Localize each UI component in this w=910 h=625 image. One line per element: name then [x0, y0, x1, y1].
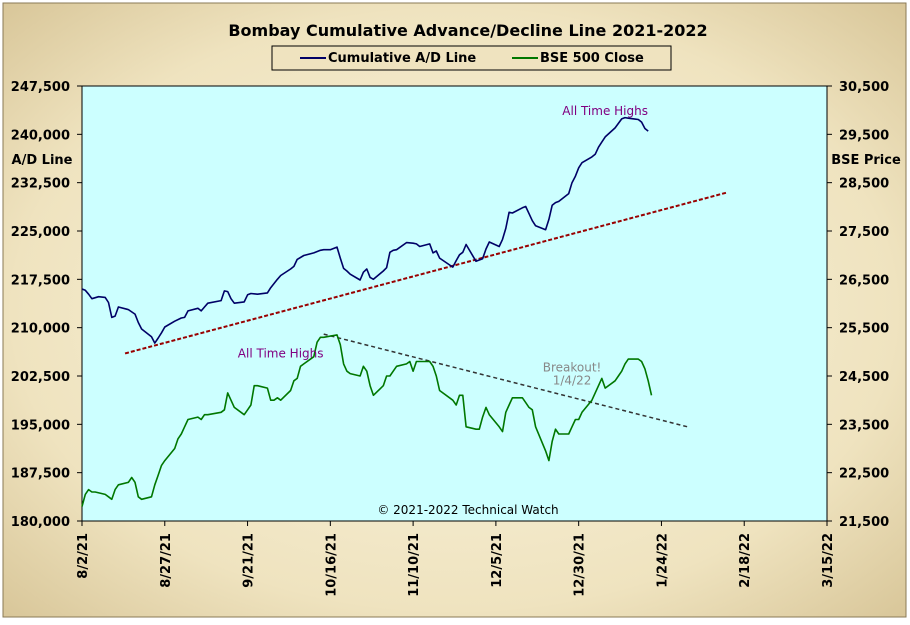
left-tick-label: 240,000 [11, 128, 70, 143]
right-tick-label: 26,500 [839, 273, 889, 288]
right-tick-label: 21,500 [839, 515, 889, 530]
right-axis-label: BSE Price [831, 153, 901, 168]
trendlines [124, 191, 728, 428]
right-tick-label: 23,500 [839, 418, 889, 433]
right-tick-label: 25,500 [839, 322, 889, 337]
right-tick-label: 24,500 [839, 370, 889, 385]
left-tick-label: 180,000 [11, 515, 70, 530]
left-tick-label: 217,500 [11, 273, 70, 288]
copyright-text: © 2021-2022 Technical Watch [377, 503, 558, 517]
left-tick-label: 210,000 [11, 322, 70, 337]
x-tick-label: 3/15/22 [821, 533, 836, 588]
ad-trendline [124, 191, 728, 355]
right-tick-label: 28,500 [839, 177, 889, 192]
x-tick-label: 2/18/22 [738, 533, 753, 588]
series-lines [81, 116, 653, 507]
chart-title: Bombay Cumulative Advance/Decline Line 2… [228, 21, 707, 40]
x-tick-label: 1/24/22 [655, 533, 670, 588]
left-tick-label: 195,000 [11, 418, 70, 433]
annotation-label: Breakout! [543, 360, 602, 374]
annotations: All Time Highs All Time Highs Breakout!1/4… [238, 104, 648, 387]
right-tick-label: 29,500 [839, 128, 889, 143]
right-axis-ticks: 21,500 22,500 23,500 24,500 25,500 26,500 27,5… [827, 80, 889, 530]
legend: Cumulative A/D Line BSE 500 Close [271, 45, 672, 71]
x-tick-label: 12/5/21 [490, 533, 505, 588]
left-axis-label: A/D Line [12, 153, 73, 168]
legend-label-bse: BSE 500 Close [540, 51, 644, 66]
annotation-label: All Time Highs [238, 346, 324, 360]
ad-line-series [81, 116, 649, 344]
x-tick-label: 12/30/21 [573, 533, 588, 597]
left-tick-label: 247,500 [11, 80, 70, 95]
left-axis-ticks: 180,000 187,500 195,000 202,500 210,000 217,5… [11, 80, 82, 530]
x-tick-label: 8/2/21 [76, 533, 91, 579]
x-tick-label: 8/27/21 [159, 533, 174, 588]
x-tick-label: 10/16/21 [324, 533, 339, 597]
right-tick-label: 30,500 [839, 80, 889, 95]
x-axis-ticks: 8/2/21 8/27/21 9/21/21 10/16/21 11/10/21 12/5… [76, 521, 836, 597]
plot-area [81, 85, 828, 522]
left-tick-label: 225,000 [11, 225, 70, 240]
left-tick-label: 232,500 [11, 177, 70, 192]
bse-close-series [81, 334, 653, 507]
x-tick-label: 11/10/21 [407, 533, 422, 597]
x-tick-label: 9/21/21 [242, 533, 257, 588]
annotation-label: All Time Highs [562, 104, 648, 118]
annotation-label: 1/4/22 [553, 373, 592, 387]
legend-box [271, 45, 672, 71]
right-tick-label: 27,500 [839, 225, 889, 240]
left-tick-label: 202,500 [11, 370, 70, 385]
right-tick-label: 22,500 [839, 467, 889, 482]
left-tick-label: 187,500 [11, 467, 70, 482]
legend-label-ad: Cumulative A/D Line [328, 51, 476, 66]
